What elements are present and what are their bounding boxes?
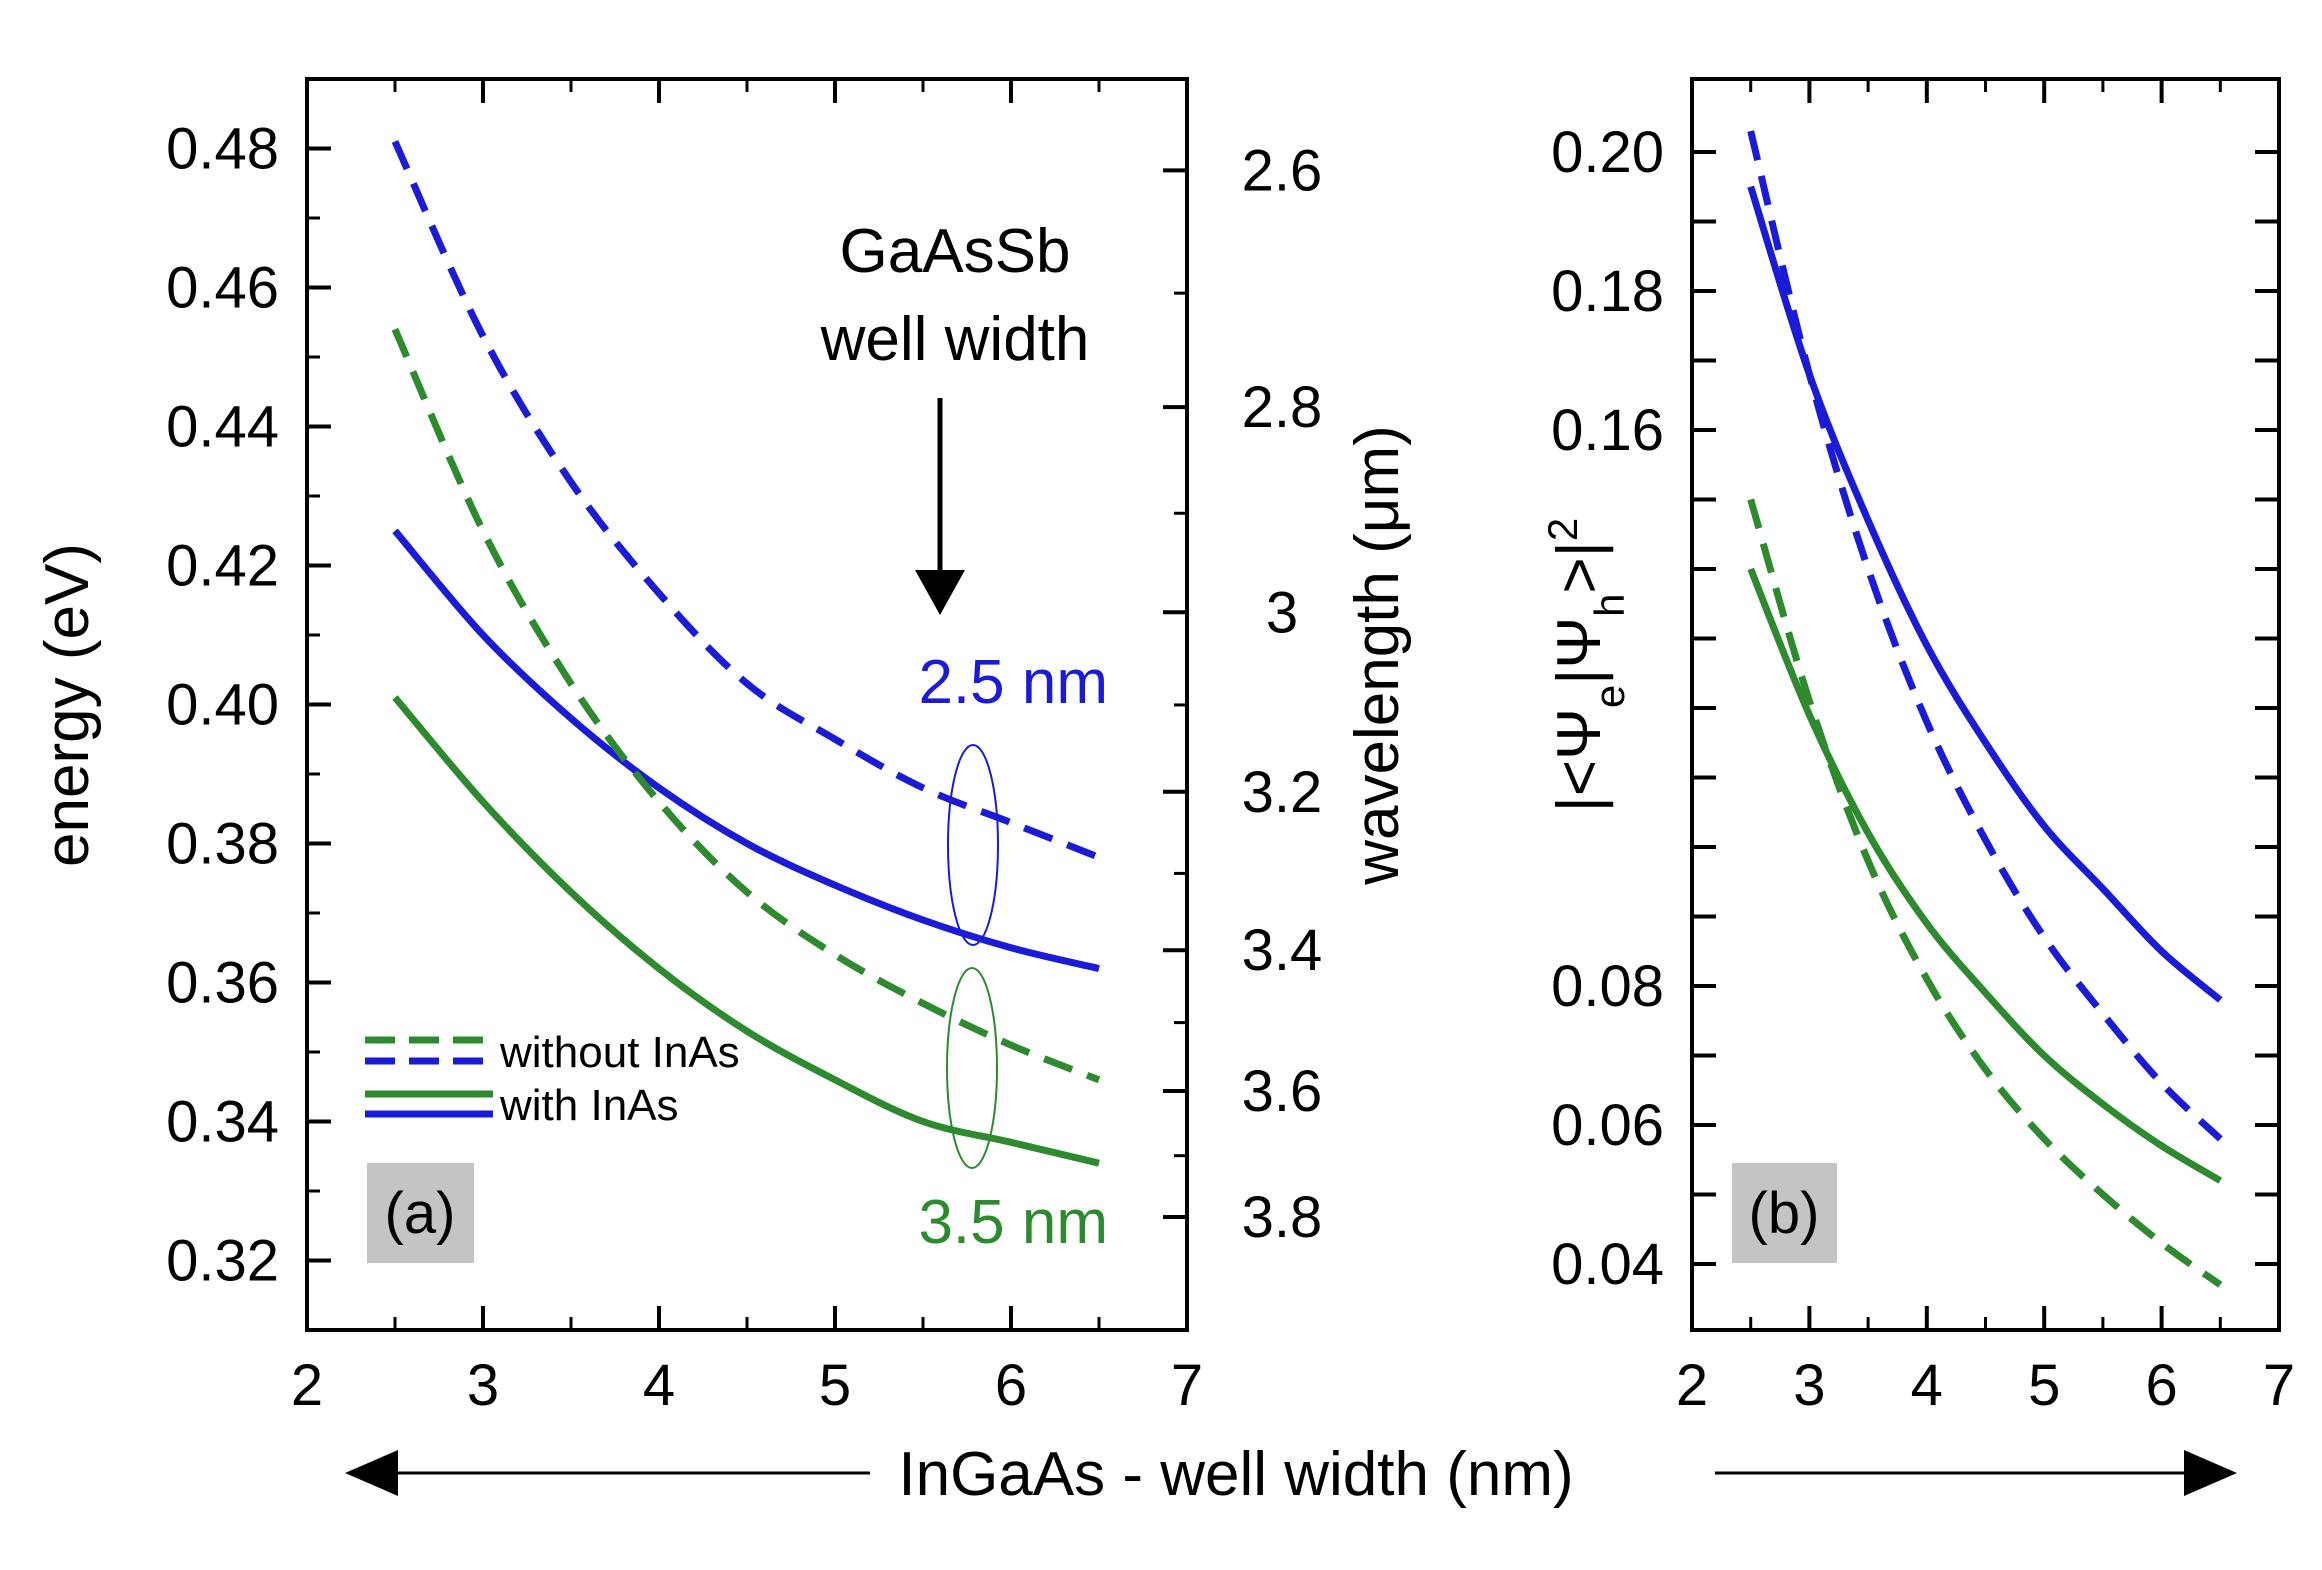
- panel-a-y2-tick-label: 2.8: [1242, 375, 1323, 440]
- left-arrow-head: [345, 1450, 398, 1496]
- annotation-gaasb: GaAsSb: [840, 217, 1071, 286]
- annotation-well-width: well width: [820, 305, 1090, 374]
- panel-a-y-tick-label: 0.38: [166, 812, 279, 877]
- panel-a-y2-tick-label: 3.2: [1242, 760, 1323, 825]
- well-width-arrow: [915, 398, 965, 615]
- panel-b-y-tick-label: 0.04: [1551, 1232, 1664, 1297]
- panel-a-x-tick-label: 6: [995, 1353, 1027, 1418]
- panel-a-series-1-solid-line: [392, 528, 1100, 973]
- legend-label-without-inas: without InAs: [499, 1028, 740, 1077]
- panel-a-label-box: [367, 1163, 474, 1263]
- panel-a-y-tick-label: 0.48: [166, 117, 279, 182]
- legend: without InAs with InAs: [365, 1028, 740, 1130]
- panel-b-series: [1747, 130, 2223, 1288]
- panel-a-y2-axis-title: wavelength (μm): [1343, 425, 1412, 886]
- panel-a-x-tick-label: 5: [819, 1353, 851, 1418]
- panel-a-y-tick-label: 0.42: [166, 534, 279, 599]
- panel-a-y-tick-label: 0.46: [166, 256, 279, 321]
- label-3-5-nm: 3.5 nm: [918, 1188, 1108, 1257]
- bottom-axis: InGaAs - well width (nm): [345, 1440, 2237, 1509]
- panel-b-y-tick-label: 0.20: [1551, 120, 1664, 185]
- panel-a-x-tick-label: 3: [467, 1353, 499, 1418]
- panel-b-ticks: 2 3 4 5 6 7 0.04 0.06 0.08 0.16 0.18 0.20: [1551, 79, 2295, 1418]
- ellipse-green-group: [946, 967, 998, 1169]
- panel-b-x-tick-label: 4: [1911, 1353, 1943, 1418]
- panel-a-y-tick-label: 0.32: [166, 1229, 279, 1294]
- panel-a-label: (a): [385, 1181, 456, 1246]
- panel-a-series-0-dashed-line: [391, 140, 1101, 861]
- panel-b-series-1-solid-line: [1747, 185, 2223, 1003]
- panel-a-series: [391, 140, 1101, 1167]
- panel-a-y-tick-label: 0.34: [166, 1090, 279, 1155]
- label-2-5-nm: 2.5 nm: [918, 648, 1108, 717]
- panel-a-y-tick-label: 0.40: [166, 673, 279, 738]
- x-axis-title: InGaAs - well width (nm): [898, 1440, 1573, 1509]
- panel-a-y2-tick-label: 3.4: [1242, 918, 1323, 983]
- panel-a-x-tick-label: 7: [1171, 1353, 1203, 1418]
- panel-a-y2-tick-label: 3.6: [1242, 1059, 1323, 1124]
- panel-b-x-tick-label: 3: [1793, 1353, 1825, 1418]
- panel-a-series-2-dashed-line: [391, 327, 1101, 1084]
- panel-b-x-tick-label: 6: [2145, 1353, 2177, 1418]
- right-arrow-head: [2184, 1450, 2237, 1496]
- panel-b-label: (b): [1749, 1181, 1820, 1246]
- panel-a-x-tick-label: 2: [291, 1353, 323, 1418]
- panel-b-y-tick-label: 0.08: [1551, 954, 1664, 1019]
- panel-b-x-tick-label: 5: [2028, 1353, 2060, 1418]
- panel-a-energy-chart: 2 3 4 5 6 7 0.32 0.34 0.36 0.38 0.40 0.42 0.44 0.46 0.…: [33, 77, 1412, 1418]
- panel-b-series-2-dashed-line: [1747, 498, 2223, 1288]
- panel-b-series-3-solid-line: [1747, 567, 2223, 1184]
- panel-b-x-tick-label: 2: [1676, 1353, 1708, 1418]
- panel-a-series-3-solid-line: [392, 695, 1100, 1167]
- ellipse-blue-group: [947, 744, 999, 946]
- panel-b-y-tick-label: 0.16: [1551, 398, 1664, 463]
- panel-b-x-tick-label: 7: [2263, 1353, 2295, 1418]
- panel-b-frame: [1690, 77, 2281, 1332]
- panel-b-y-tick-label: 0.06: [1551, 1093, 1664, 1158]
- panel-a-y2-tick-label: 3.8: [1242, 1185, 1323, 1250]
- legend-label-with-inas: with InAs: [499, 1081, 679, 1130]
- panel-a-frame: [305, 77, 1189, 1332]
- panel-a-x-tick-label: 4: [643, 1353, 675, 1418]
- panel-b-y-tick-label: 0.18: [1551, 259, 1664, 324]
- panel-a-y2-tick-label: 2.6: [1242, 138, 1323, 203]
- panel-a-ticks: 2 3 4 5 6 7 0.32 0.34 0.36 0.38 0.40 0.42 0.44 0.46 0.…: [166, 79, 1322, 1418]
- panel-a-y2-tick-label: 3: [1266, 580, 1298, 645]
- panel-a-y-tick-label: 0.44: [166, 395, 279, 460]
- panel-a-y-axis-title: energy (eV): [33, 543, 102, 867]
- panel-a-y-tick-label: 0.36: [166, 951, 279, 1016]
- panel-b-label-box: [1732, 1163, 1837, 1263]
